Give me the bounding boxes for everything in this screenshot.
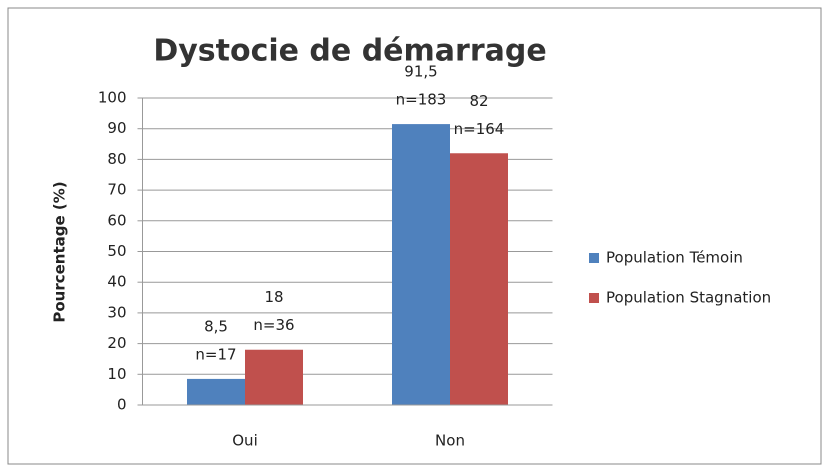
x-tick-label: Oui xyxy=(232,432,257,450)
bar xyxy=(450,153,508,405)
legend-swatch xyxy=(589,293,599,303)
legend-swatch xyxy=(589,253,599,263)
legend-label: Population Stagnation xyxy=(606,289,771,307)
bar xyxy=(392,124,450,405)
data-label-count: n=36 xyxy=(253,316,294,334)
y-tick-label: 80 xyxy=(107,150,126,168)
bar xyxy=(187,378,245,405)
y-tick-label: 40 xyxy=(107,273,126,291)
y-tick-label: 20 xyxy=(107,334,126,352)
y-tick-label: 100 xyxy=(98,89,127,107)
y-tick-label: 0 xyxy=(117,396,127,414)
y-axis-label: Pourcentage (%) xyxy=(51,181,69,322)
chart-title: Dystocie de démarrage xyxy=(153,34,546,69)
data-label-count: n=164 xyxy=(454,120,505,138)
x-tick-label: Non xyxy=(435,432,465,450)
bar xyxy=(245,349,303,405)
y-tick-label: 60 xyxy=(107,211,126,229)
data-label: 18 xyxy=(264,288,283,306)
data-label-count: n=183 xyxy=(396,91,447,109)
y-tick-label: 30 xyxy=(107,303,126,321)
data-label-count: n=17 xyxy=(195,345,236,363)
y-tick-label: 50 xyxy=(107,242,126,260)
data-label: 91,5 xyxy=(404,63,437,81)
y-tick-label: 90 xyxy=(107,119,126,137)
legend-label: Population Témoin xyxy=(606,249,743,267)
data-label: 82 xyxy=(469,92,488,110)
y-tick-label: 10 xyxy=(107,365,126,383)
y-tick-label: 70 xyxy=(107,181,126,199)
data-label: 8,5 xyxy=(204,317,228,335)
